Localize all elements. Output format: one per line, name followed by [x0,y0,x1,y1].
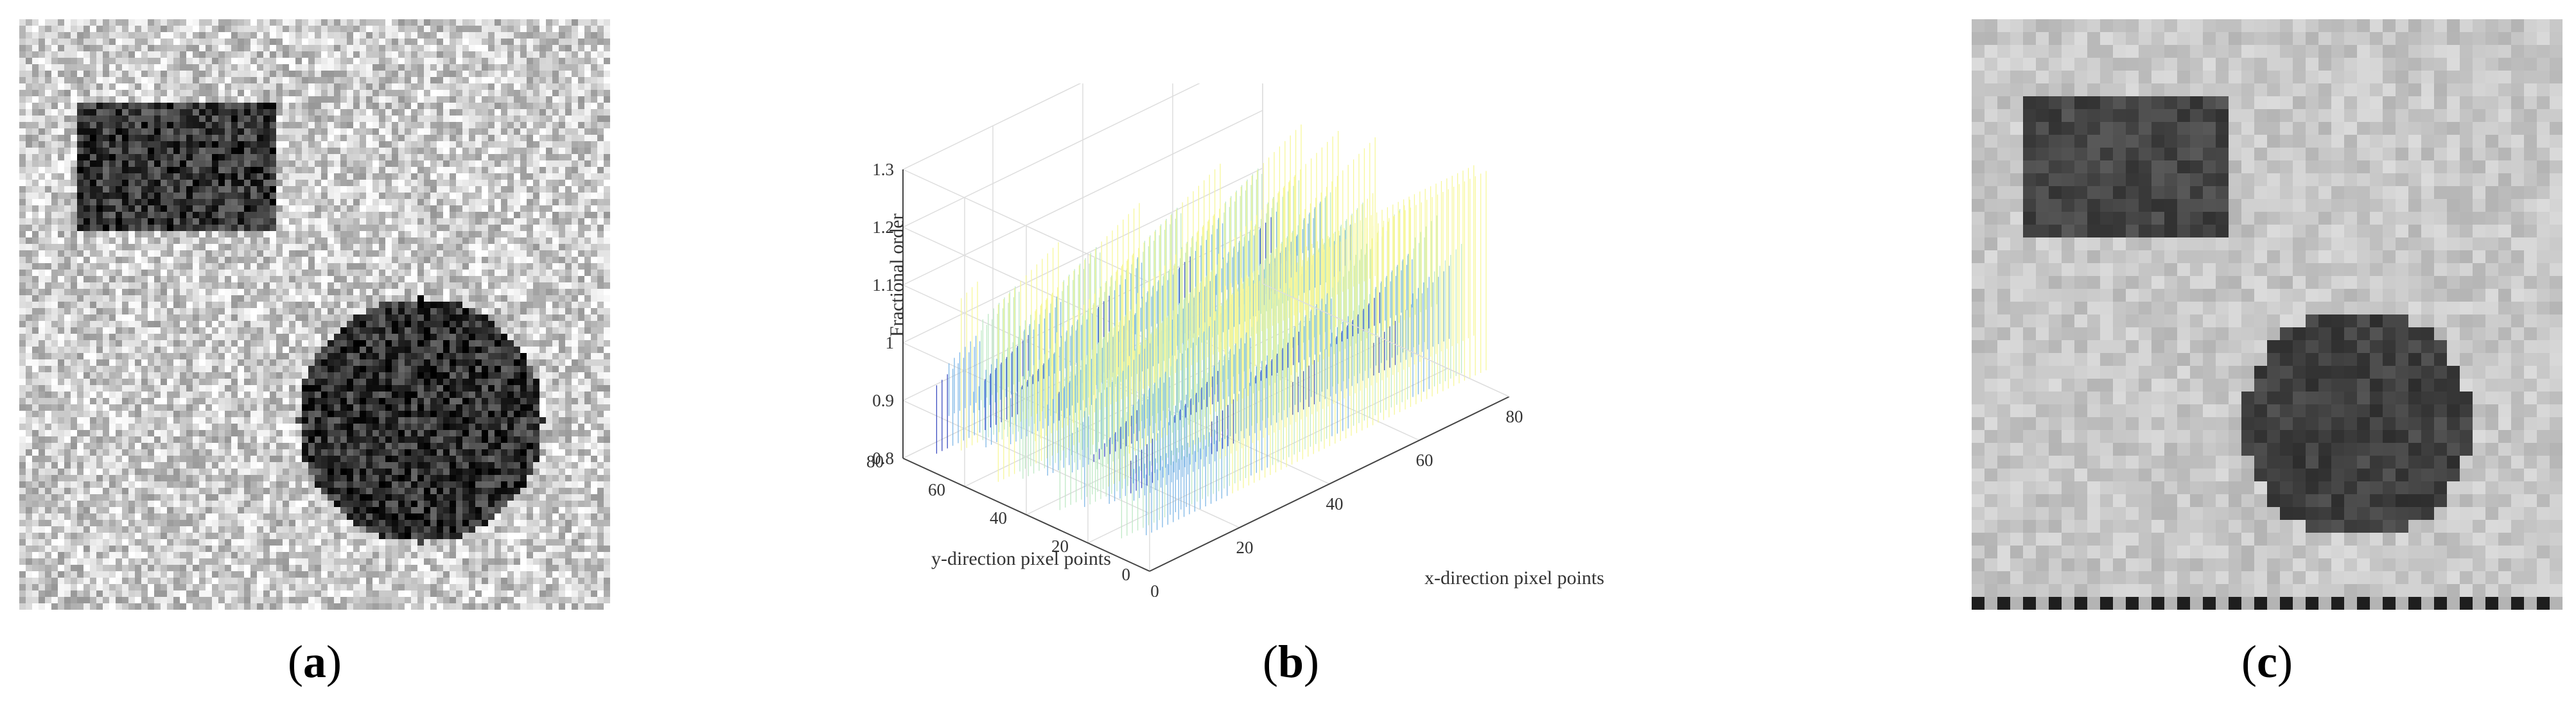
x-axis-line [1149,396,1510,572]
x-tick-label: 60 [1416,451,1433,470]
y-tick-label: 20 [1051,537,1069,556]
caption-c: (c) [2241,636,2293,687]
noisy-image [19,19,610,610]
grid-line [902,169,1150,283]
z-tick-label: 1.1 [872,275,894,295]
x-tick-label: 20 [1236,538,1254,557]
denoised-image [1972,19,2563,610]
grid-line [902,110,1263,286]
caption-a: (a) [288,636,342,687]
panel-c [1972,19,2563,610]
z-tick-label: 0.9 [872,391,894,410]
y-tick-label: 0 [1122,565,1131,584]
panel-a [19,19,610,610]
caption-b: (b) [1262,636,1319,687]
y-tick-label: 40 [990,508,1007,528]
z-tick-label: 1 [886,333,895,352]
y-axis-line [902,458,1150,572]
y-axis-label: y-direction pixel points [931,548,1111,569]
y-tick-label: 80 [866,452,884,471]
grid-line [902,400,1150,514]
box-edge [1262,283,1510,397]
y-tick-label: 60 [928,480,945,499]
x-tick-label: 80 [1506,407,1523,426]
x-tick-label: 0 [1150,581,1159,597]
z-tick-label: 0.8 [872,449,894,468]
x-axis-label: x-direction pixel points [1424,567,1604,589]
z-tick-label: 1.2 [872,218,894,237]
x-tick-label: 40 [1326,494,1344,513]
z-axis-label: Fractional order [886,214,907,337]
z-tick-label: 1.3 [872,160,894,179]
surface-lines [936,124,1487,538]
grid-line [902,83,1082,170]
grid-line [902,168,1263,343]
grid-line [902,83,1200,228]
